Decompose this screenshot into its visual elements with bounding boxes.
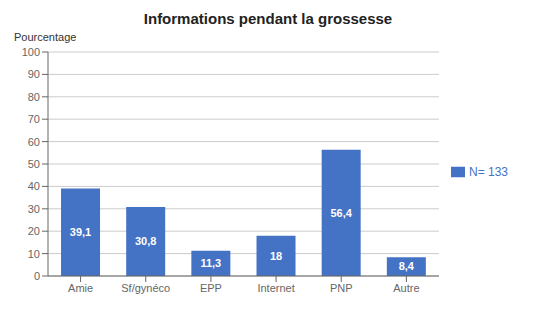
svg-text:10: 10 [28,248,40,260]
svg-text:30,8: 30,8 [135,235,156,247]
svg-text:Autre: Autre [393,282,419,294]
html-text:Pourcentage: Pourcentage [14,31,77,43]
svg-text:PNP: PNP [330,282,353,294]
svg-text:8,4: 8,4 [399,260,415,272]
svg-text:20: 20 [28,225,40,237]
svg-text:39,1: 39,1 [70,226,91,238]
svg-text:Amie: Amie [68,282,93,294]
svg-text:80: 80 [28,91,40,103]
svg-text:56,4: 56,4 [330,207,352,219]
svg-text:0: 0 [34,270,40,282]
html-text:N= 133: N= 133 [469,164,508,179]
html-text:Informations pendant la grosse: Informations pendant la grossesse [143,10,393,27]
svg-text:18: 18 [270,250,282,262]
svg-text:50: 50 [28,158,40,170]
svg-text:Sf/gynéco: Sf/gynéco [121,282,170,294]
svg-text:60: 60 [28,136,40,148]
svg-text:40: 40 [28,180,40,192]
svg-text:70: 70 [28,113,40,125]
svg-text:EPP: EPP [200,282,222,294]
svg-text:Internet: Internet [257,282,294,294]
svg-text:90: 90 [28,68,40,80]
svg-text:11,3: 11,3 [200,257,221,269]
svg-text:100: 100 [22,46,40,58]
svg-text:30: 30 [28,203,40,215]
